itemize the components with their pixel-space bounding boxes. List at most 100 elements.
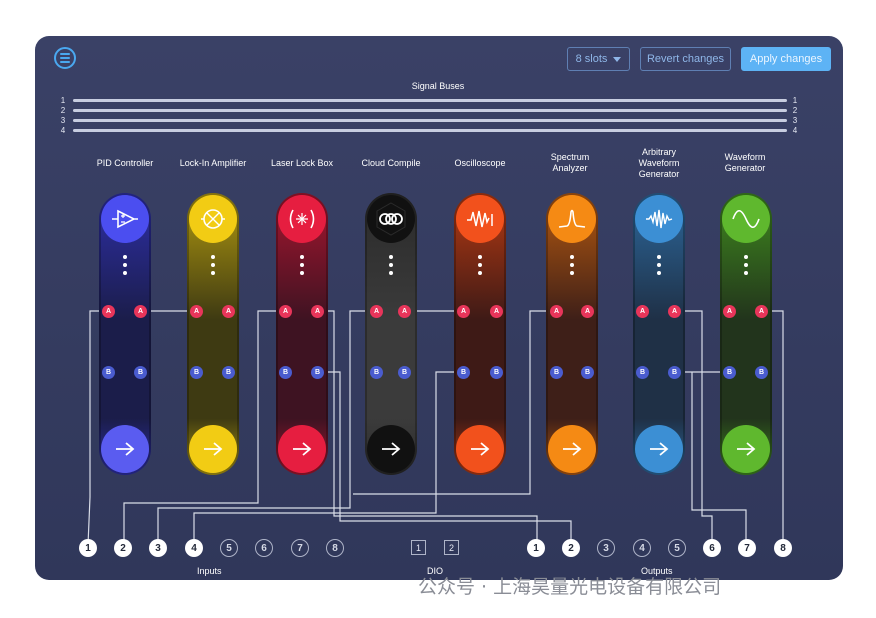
instrument-label-lockin: Lock-In Amplifier	[179, 158, 247, 168]
output-jack-3[interactable]: 3	[597, 539, 615, 557]
signal-bus-1[interactable]	[73, 99, 787, 102]
port-a-in[interactable]: A	[279, 305, 292, 318]
awg-icon[interactable]	[635, 195, 683, 243]
input-jack-5[interactable]: 5	[220, 539, 238, 557]
input-jack-6[interactable]: 6	[255, 539, 273, 557]
port-b-in[interactable]: B	[550, 366, 563, 379]
port-a-in[interactable]: A	[190, 305, 203, 318]
port-a-out[interactable]: A	[581, 305, 594, 318]
arrow-right-icon[interactable]	[722, 425, 770, 473]
port-a-out[interactable]: A	[134, 305, 147, 318]
cloud-compile-icon[interactable]	[367, 195, 415, 243]
port-b-out[interactable]: B	[134, 366, 147, 379]
slot-lock-in-amplifier[interactable]	[187, 193, 239, 475]
slot-laser-lock-box[interactable]	[276, 193, 328, 475]
bus-number-left: 1	[60, 96, 66, 105]
arrow-right-icon[interactable]	[635, 425, 683, 473]
bus-number-right: 2	[792, 106, 798, 115]
port-a-out[interactable]: A	[222, 305, 235, 318]
output-jack-4[interactable]: 4	[633, 539, 651, 557]
arrow-right-icon[interactable]	[456, 425, 504, 473]
slots-label: 8 slots	[575, 53, 608, 65]
port-a-out[interactable]: A	[668, 305, 681, 318]
slot-oscilloscope[interactable]	[454, 193, 506, 475]
input-jack-4[interactable]: 4	[185, 539, 203, 557]
arrow-right-icon[interactable]	[278, 425, 326, 473]
signal-bus-2[interactable]	[73, 109, 787, 112]
port-a-in[interactable]: A	[550, 305, 563, 318]
instrument-label-laser: Laser Lock Box	[270, 158, 334, 168]
port-a-in[interactable]: A	[636, 305, 649, 318]
inputs-label: Inputs	[197, 566, 222, 576]
bus-number-left: 3	[60, 116, 66, 125]
oscilloscope-icon[interactable]	[456, 195, 504, 243]
more-icon	[478, 255, 482, 279]
port-a-out[interactable]: A	[398, 305, 411, 318]
arrow-right-icon[interactable]	[189, 425, 237, 473]
slots-dropdown[interactable]: 8 slots	[567, 47, 630, 71]
port-a-in[interactable]: A	[102, 305, 115, 318]
output-jack-2[interactable]: 2	[562, 539, 580, 557]
instrument-label-wavegen: Waveform Generator	[724, 152, 766, 173]
output-jack-8[interactable]: 8	[774, 539, 792, 557]
moku-panel	[35, 36, 843, 580]
more-icon	[744, 255, 748, 279]
port-b-in[interactable]: B	[457, 366, 470, 379]
output-jack-6[interactable]: 6	[703, 539, 721, 557]
input-jack-3[interactable]: 3	[149, 539, 167, 557]
instrument-label-cloud: Cloud Compile	[361, 158, 421, 168]
port-a-in[interactable]: A	[723, 305, 736, 318]
dio-item-1[interactable]: 1	[411, 540, 426, 555]
port-b-in[interactable]: B	[190, 366, 203, 379]
menu-icon[interactable]	[54, 47, 76, 69]
port-b-out[interactable]: B	[222, 366, 235, 379]
port-a-out[interactable]: A	[311, 305, 324, 318]
output-jack-1[interactable]: 1	[527, 539, 545, 557]
port-b-in[interactable]: B	[370, 366, 383, 379]
port-b-out[interactable]: B	[311, 366, 324, 379]
slot-spectrum-analyzer[interactable]	[546, 193, 598, 475]
revert-changes-button[interactable]: Revert changes	[640, 47, 731, 71]
sine-wave-icon[interactable]	[722, 195, 770, 243]
port-b-in[interactable]: B	[102, 366, 115, 379]
port-b-out[interactable]: B	[581, 366, 594, 379]
signal-bus-3[interactable]	[73, 119, 787, 122]
port-a-in[interactable]: A	[370, 305, 383, 318]
input-jack-7[interactable]: 7	[291, 539, 309, 557]
signal-bus-4[interactable]	[73, 129, 787, 132]
input-jack-8[interactable]: 8	[326, 539, 344, 557]
apply-changes-button[interactable]: Apply changes	[741, 47, 831, 71]
port-b-out[interactable]: B	[490, 366, 503, 379]
input-jack-1[interactable]: 1	[79, 539, 97, 557]
port-b-in[interactable]: B	[279, 366, 292, 379]
port-b-in[interactable]: B	[723, 366, 736, 379]
slot-pid-controller[interactable]	[99, 193, 151, 475]
more-icon	[211, 255, 215, 279]
laser-icon[interactable]	[278, 195, 326, 243]
slot-arbitrary-waveform-generator[interactable]	[633, 193, 685, 475]
slot-cloud-compile[interactable]	[365, 193, 417, 475]
output-jack-5[interactable]: 5	[668, 539, 686, 557]
arrow-right-icon[interactable]	[367, 425, 415, 473]
dio-item-2[interactable]: 2	[444, 540, 459, 555]
port-a-out[interactable]: A	[490, 305, 503, 318]
slot-waveform-generator[interactable]	[720, 193, 772, 475]
instrument-label-osc: Oscilloscope	[454, 158, 506, 168]
arrow-right-icon[interactable]	[101, 425, 149, 473]
arrow-right-icon[interactable]	[548, 425, 596, 473]
port-a-out[interactable]: A	[755, 305, 768, 318]
lock-in-icon[interactable]	[189, 195, 237, 243]
chevron-down-icon	[613, 56, 622, 62]
port-b-out[interactable]: B	[755, 366, 768, 379]
port-b-out[interactable]: B	[668, 366, 681, 379]
port-b-in[interactable]: B	[636, 366, 649, 379]
bus-number-left: 4	[60, 126, 66, 135]
spectrum-icon[interactable]	[548, 195, 596, 243]
port-a-in[interactable]: A	[457, 305, 470, 318]
pid-amplifier-icon[interactable]	[101, 195, 149, 243]
port-b-out[interactable]: B	[398, 366, 411, 379]
output-jack-7[interactable]: 7	[738, 539, 756, 557]
more-icon	[300, 255, 304, 279]
input-jack-2[interactable]: 2	[114, 539, 132, 557]
bus-number-left: 2	[60, 106, 66, 115]
